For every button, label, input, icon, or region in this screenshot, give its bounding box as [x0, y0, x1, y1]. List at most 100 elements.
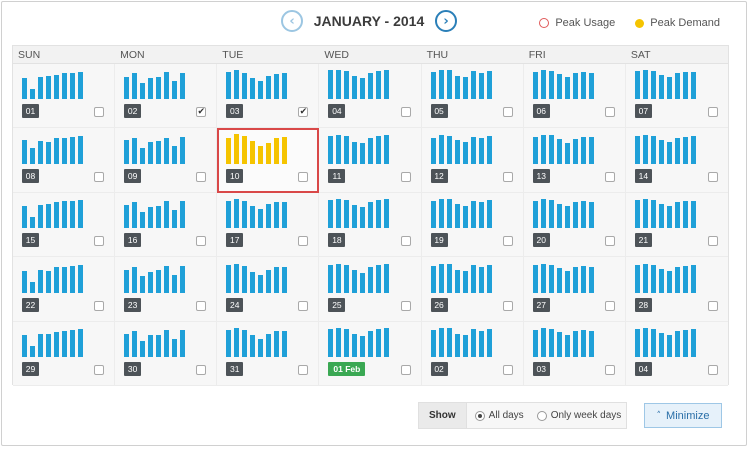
- day-number-badge: 31: [226, 361, 244, 376]
- day-cell[interactable]: 20: [523, 192, 626, 258]
- usage-bar: [70, 73, 75, 100]
- day-cell[interactable]: 30: [115, 321, 218, 386]
- usage-bar: [266, 204, 272, 229]
- radio-all-days-label: All days: [488, 410, 524, 421]
- day-cell[interactable]: 16: [115, 192, 218, 258]
- radio-week-days[interactable]: Only week days: [529, 410, 627, 421]
- day-checkbox[interactable]: [196, 236, 207, 247]
- day-cell[interactable]: 13: [523, 128, 626, 193]
- day-checkbox[interactable]: [196, 364, 207, 375]
- usage-bar: [682, 72, 688, 100]
- day-checkbox[interactable]: [604, 364, 615, 375]
- day-checkbox[interactable]: [94, 364, 105, 375]
- day-checkbox[interactable]: [604, 107, 615, 118]
- day-cell[interactable]: 23: [115, 257, 218, 322]
- day-checkbox[interactable]: [400, 364, 411, 375]
- usage-bar: [226, 329, 232, 357]
- day-cell[interactable]: 27: [523, 257, 626, 322]
- chevron-left-icon[interactable]: ‹: [281, 10, 303, 32]
- day-checkbox[interactable]: [298, 300, 309, 311]
- usage-bar: [486, 200, 492, 229]
- usage-bar: [658, 204, 664, 229]
- day-cell[interactable]: 04: [319, 64, 422, 129]
- day-checkbox[interactable]: [94, 300, 105, 311]
- usage-bar: [588, 266, 594, 293]
- usage-bar: [70, 136, 75, 164]
- usage-bar: [250, 78, 256, 100]
- day-checkbox[interactable]: [502, 364, 513, 375]
- day-cell[interactable]: 26: [421, 257, 524, 322]
- day-cell[interactable]: 24: [217, 257, 320, 322]
- day-cell[interactable]: 08: [13, 128, 116, 193]
- usage-bar: [140, 212, 146, 229]
- day-checkbox[interactable]: [94, 236, 105, 247]
- day-cell[interactable]: 21: [625, 192, 728, 258]
- radio-button[interactable]: [536, 410, 547, 421]
- usage-bar: [360, 272, 366, 293]
- day-cell[interactable]: 17: [217, 192, 320, 258]
- day-cell[interactable]: 02 ✔: [115, 64, 218, 129]
- day-cell[interactable]: 25: [319, 257, 422, 322]
- usage-bar-chart: [226, 132, 288, 164]
- day-cell[interactable]: 09: [115, 128, 218, 193]
- day-checkbox[interactable]: ✔: [196, 107, 207, 118]
- usage-bar: [666, 141, 672, 164]
- day-cell[interactable]: 29: [13, 321, 116, 386]
- day-cell[interactable]: 28: [625, 257, 728, 322]
- day-cell[interactable]: 12: [421, 128, 524, 193]
- day-checkbox[interactable]: [400, 171, 411, 182]
- usage-bar: [282, 266, 288, 293]
- day-checkbox[interactable]: [502, 300, 513, 311]
- usage-bar-chart: [124, 196, 186, 229]
- day-checkbox[interactable]: [94, 171, 105, 182]
- day-checkbox[interactable]: [400, 300, 411, 311]
- day-cell[interactable]: 19: [421, 192, 524, 258]
- day-checkbox[interactable]: [502, 171, 513, 182]
- radio-all-days[interactable]: All days: [467, 410, 529, 421]
- day-cell[interactable]: 01 Feb: [319, 321, 422, 386]
- day-cell[interactable]: 07: [625, 64, 728, 129]
- day-checkbox[interactable]: [400, 107, 411, 118]
- day-cell[interactable]: 11: [319, 128, 422, 193]
- day-cell[interactable]: 22: [13, 257, 116, 322]
- chevron-right-icon[interactable]: ›: [435, 10, 457, 32]
- day-checkbox[interactable]: [604, 300, 615, 311]
- day-checkbox[interactable]: [708, 364, 718, 375]
- usage-bar: [352, 205, 358, 229]
- day-checkbox[interactable]: [708, 171, 718, 182]
- day-cell[interactable]: 31: [217, 321, 320, 386]
- day-checkbox[interactable]: [604, 171, 615, 182]
- radio-button[interactable]: [474, 410, 485, 421]
- day-checkbox[interactable]: [298, 171, 309, 182]
- day-cell[interactable]: 18: [319, 192, 422, 258]
- day-cell[interactable]: 04: [625, 321, 728, 386]
- usage-bar: [532, 136, 538, 164]
- day-checkbox[interactable]: [708, 300, 718, 311]
- day-cell[interactable]: 10: [217, 128, 320, 193]
- day-cell[interactable]: 14: [625, 128, 728, 193]
- usage-bar-chart: [634, 67, 696, 100]
- day-checkbox[interactable]: [196, 171, 207, 182]
- day-checkbox[interactable]: [708, 236, 718, 247]
- day-cell[interactable]: 02: [421, 321, 524, 386]
- day-cell[interactable]: 03 ✔: [217, 64, 320, 129]
- minimize-button[interactable]: ˄ Minimize: [644, 403, 722, 428]
- day-checkbox[interactable]: ✔: [298, 107, 309, 118]
- day-cell[interactable]: 03: [523, 321, 626, 386]
- usage-bar: [368, 266, 374, 293]
- day-checkbox[interactable]: [196, 300, 207, 311]
- day-checkbox[interactable]: [94, 107, 105, 118]
- day-cell[interactable]: 01: [13, 64, 116, 129]
- day-checkbox[interactable]: [298, 364, 309, 375]
- day-checkbox[interactable]: [502, 107, 513, 118]
- day-checkbox[interactable]: [604, 236, 615, 247]
- day-checkbox[interactable]: [708, 107, 718, 118]
- day-checkbox[interactable]: [400, 236, 411, 247]
- day-cell[interactable]: 05: [421, 64, 524, 129]
- day-checkbox[interactable]: [298, 236, 309, 247]
- day-number-badge: 24: [226, 297, 244, 312]
- day-cell[interactable]: 15: [13, 192, 116, 258]
- day-checkbox[interactable]: [502, 236, 513, 247]
- day-cell[interactable]: 06: [523, 64, 626, 129]
- usage-bar: [352, 269, 358, 293]
